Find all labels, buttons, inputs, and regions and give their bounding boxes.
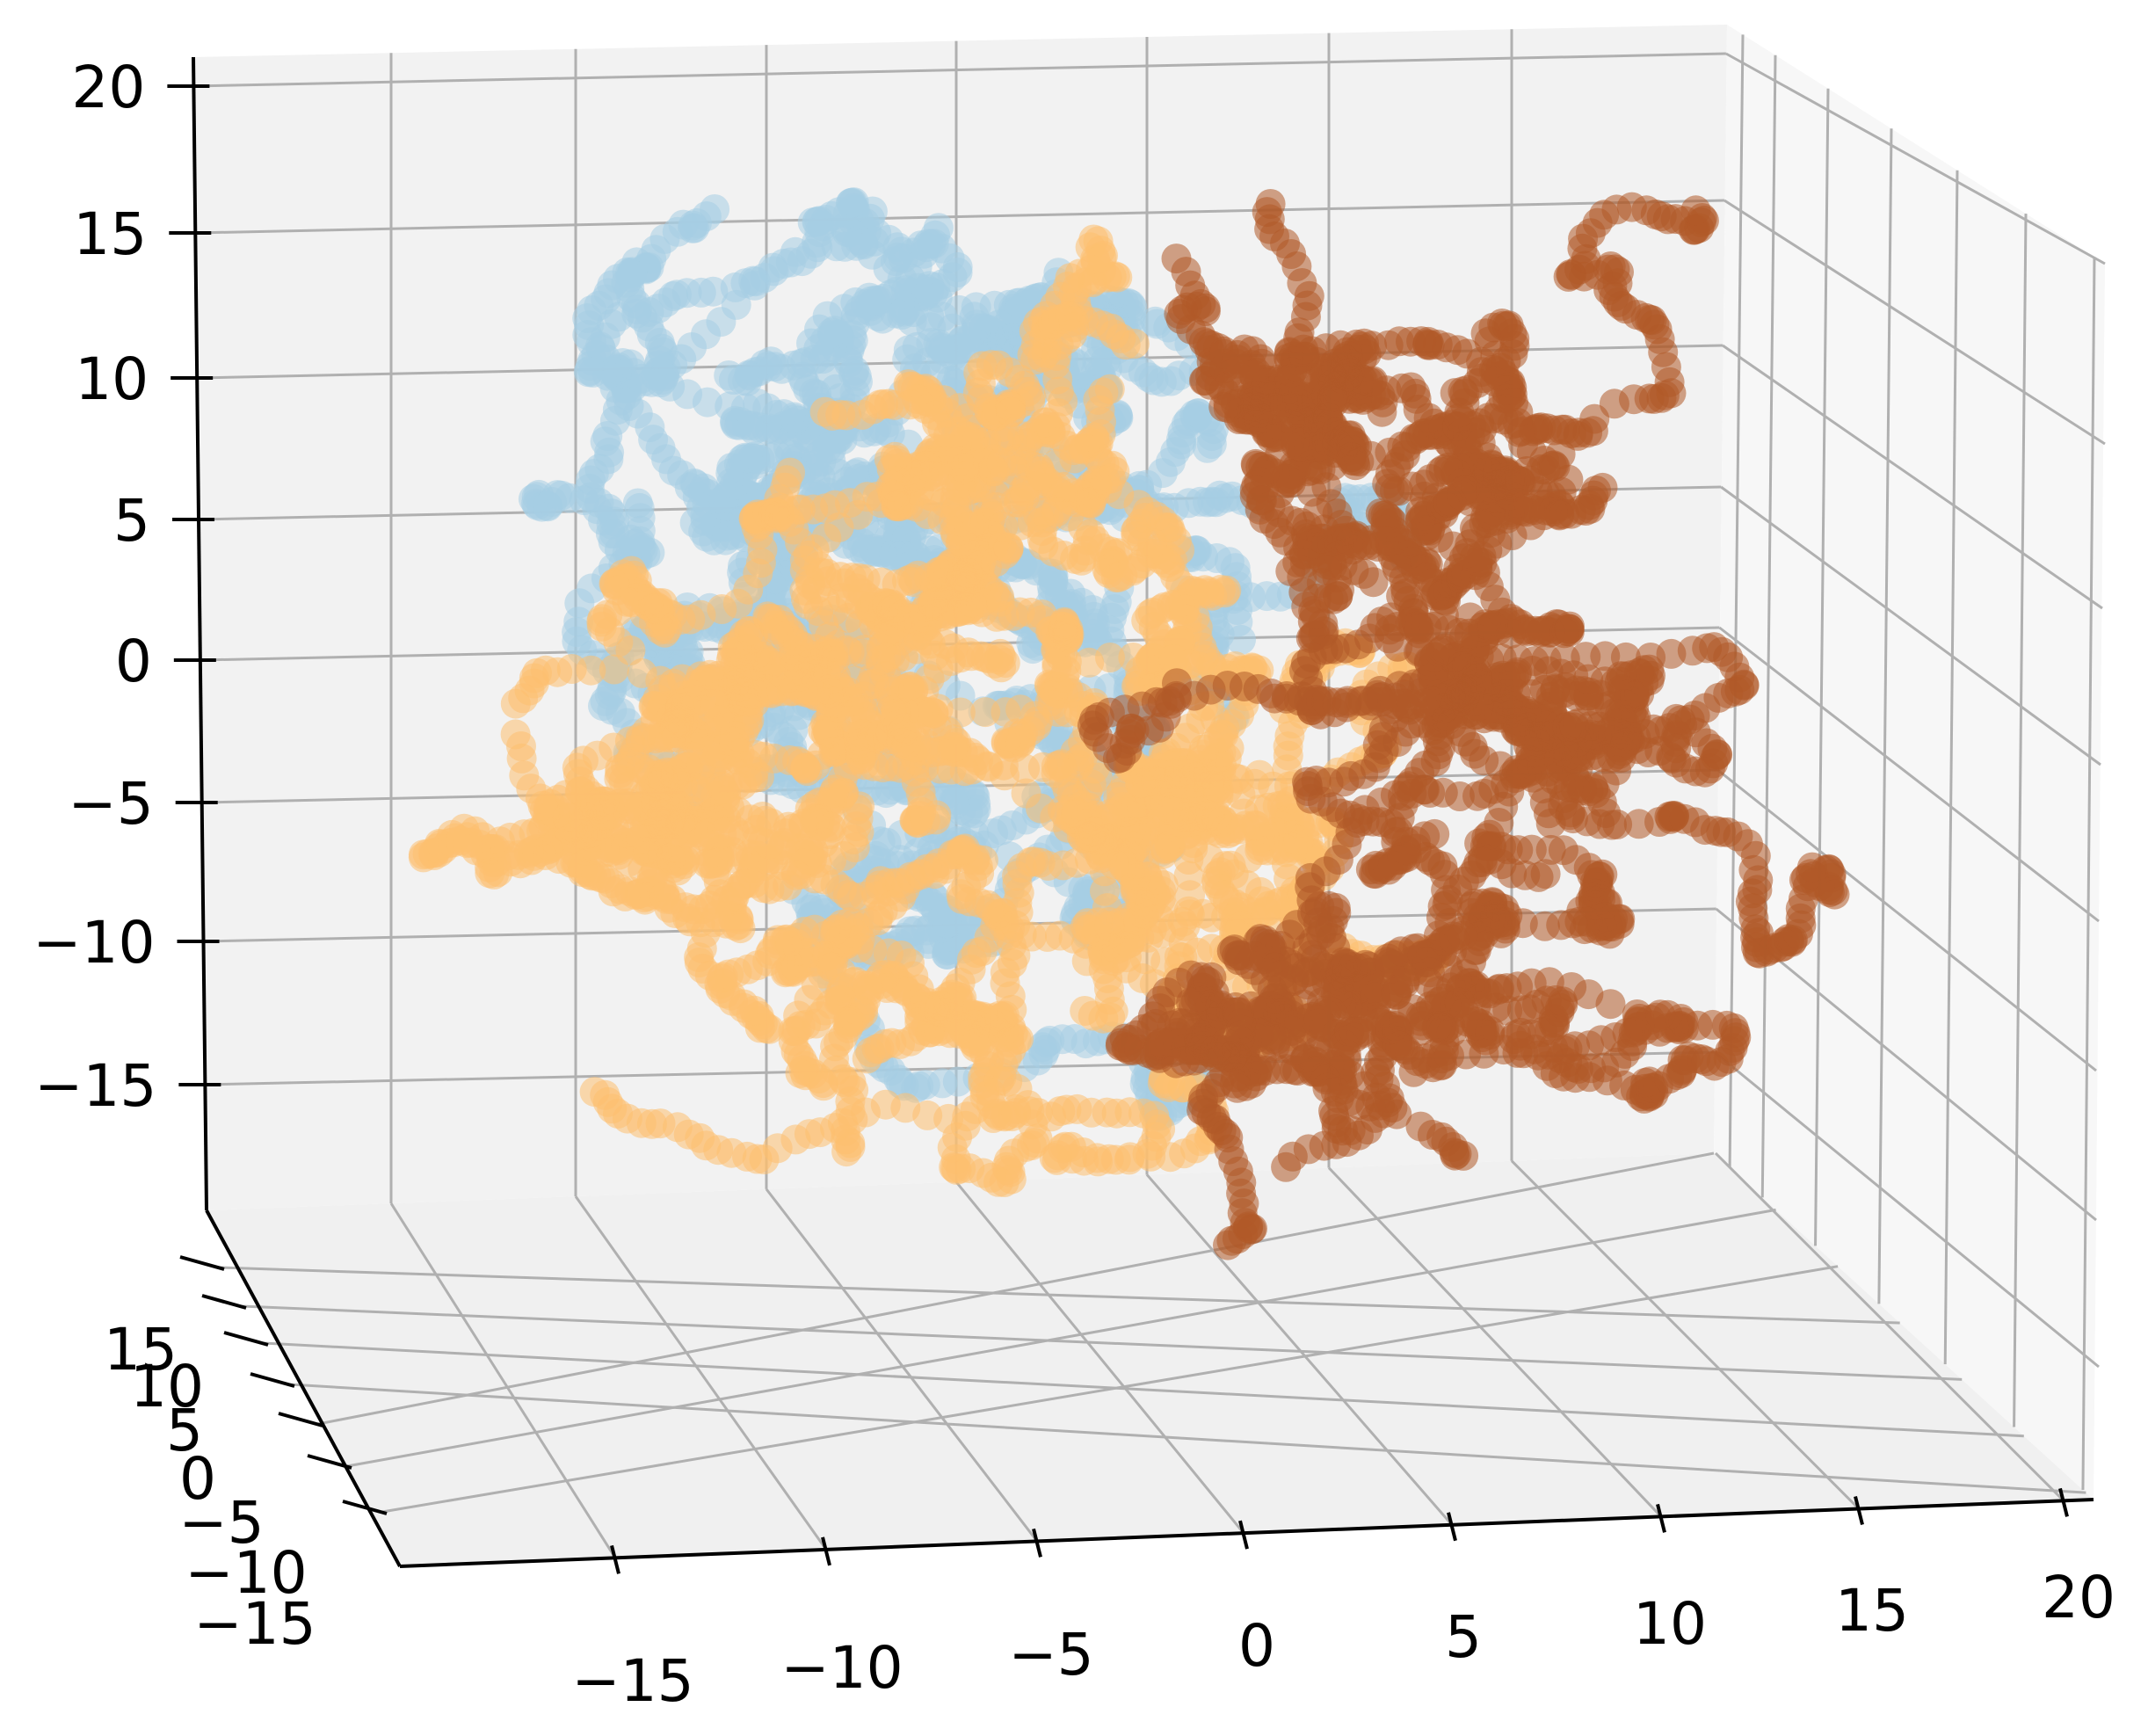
grid-line-floor-y <box>241 1304 1963 1381</box>
x-tick-mark <box>1238 1520 1249 1550</box>
grid-line-floor-x <box>954 1180 1245 1535</box>
scatter-point <box>500 719 531 750</box>
y-tick-mark <box>179 1255 225 1271</box>
grid-line-right-y <box>1943 170 1959 1365</box>
grid-line-right-y <box>2081 257 2096 1491</box>
grid-line-floor-y <box>317 1151 1715 1426</box>
z-axis-line <box>192 56 208 1211</box>
grid-line-right-z <box>1718 626 2100 923</box>
x-tick-mark <box>1447 1512 1457 1542</box>
y-tick-mark <box>201 1294 247 1310</box>
scatter-points <box>408 187 1850 1260</box>
grid-line-right-z <box>1716 768 2097 1072</box>
grid-line-floor-x <box>765 1188 1039 1543</box>
scatter-point <box>859 226 889 257</box>
scatter-point <box>919 640 950 671</box>
scatter-point <box>921 800 952 831</box>
grid-line-floor-y <box>263 1341 2024 1438</box>
grid-line-back-z <box>195 199 1724 235</box>
grid-line-right-y <box>1760 54 1777 1198</box>
grid-line-right-y <box>1814 88 1830 1246</box>
grid-line-floor-x <box>574 1195 828 1551</box>
x-tick-mark <box>1854 1496 1864 1526</box>
scatter-point <box>693 735 723 766</box>
scatter-point <box>1027 599 1057 629</box>
scatter-point <box>1196 429 1227 460</box>
grid-line-floor-y <box>219 1266 1900 1325</box>
grid-line-floor-y <box>381 1265 1839 1514</box>
scatter-point <box>712 520 743 551</box>
x-tick-mark <box>1656 1503 1666 1533</box>
grid-line-right-y <box>1877 128 1893 1304</box>
grid-line-right-y <box>2013 214 2028 1427</box>
scatter-point <box>700 194 730 224</box>
x-axis-line <box>399 1498 2094 1568</box>
scatter-point <box>780 236 810 267</box>
grid-line-right-z <box>1725 52 2106 265</box>
y-tick-mark <box>250 1372 295 1388</box>
scatter-point <box>579 1077 610 1108</box>
grid-line-back-z <box>193 52 1726 88</box>
scatter-point <box>886 728 917 759</box>
grid-line-floor-x <box>389 1202 617 1559</box>
grid-line-floor-x <box>1510 1159 1861 1510</box>
scatter-point <box>615 635 646 665</box>
grid-line-floor-x <box>1145 1173 1454 1526</box>
y-tick-mark <box>223 1331 269 1347</box>
grid-line-floor-y <box>289 1383 2086 1494</box>
x-tick-mark <box>610 1544 620 1574</box>
axis-lines <box>167 56 2094 1574</box>
y-tick-mark <box>278 1412 323 1427</box>
grid-line-right-z <box>1723 199 2106 446</box>
y-tick-mark <box>342 1500 388 1515</box>
x-tick-mark <box>821 1536 831 1566</box>
scatter-point <box>598 876 628 907</box>
grid-line-right-z <box>1720 485 2101 766</box>
scatter-point <box>950 833 980 864</box>
scatter-point <box>721 289 751 320</box>
scatter-point <box>758 252 788 283</box>
scatter-point <box>845 924 875 955</box>
grid-line-right-z <box>1722 344 2103 610</box>
grid-line-floor-y <box>346 1208 1776 1468</box>
grid-line-right-y <box>1728 34 1745 1168</box>
scatter-point <box>871 827 902 858</box>
scatter-point <box>1000 910 1031 941</box>
grid-line-right-z <box>1713 1050 2100 1369</box>
grid-line-floor-x <box>1327 1166 1663 1518</box>
scatter-point <box>715 391 745 422</box>
scatter-point <box>592 360 623 391</box>
x-tick-mark <box>1032 1528 1042 1558</box>
scatter-point <box>461 835 491 866</box>
x-tick-mark <box>2058 1487 2069 1517</box>
y-tick-mark <box>307 1454 352 1470</box>
